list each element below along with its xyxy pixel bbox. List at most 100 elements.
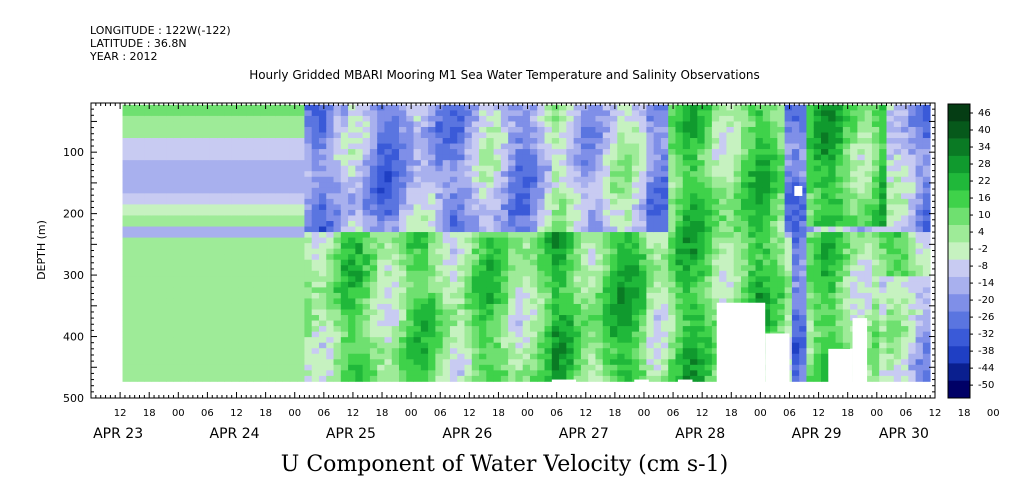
heatmap-cell (595, 375, 604, 382)
heatmap-cell (304, 320, 313, 327)
heatmap-cell (399, 243, 407, 250)
heatmap-cell (369, 215, 378, 222)
heatmap-cell (304, 276, 313, 283)
heatmap-cell (646, 154, 655, 161)
heatmap-cell (479, 331, 487, 338)
heatmap-cell (799, 342, 807, 349)
heatmap-cell (326, 303, 334, 310)
heatmap-cell (304, 215, 313, 222)
heatmap-cell (231, 193, 240, 200)
heatmap-cell (719, 292, 727, 299)
heatmap-cell (406, 292, 414, 299)
heatmap-cell (740, 243, 749, 250)
heatmap-cell (406, 165, 414, 172)
heatmap-cell (479, 298, 487, 305)
heatmap-cell (158, 182, 167, 189)
heatmap-cell (755, 292, 764, 299)
heatmap-cell (377, 215, 385, 222)
heatmap-cell (471, 154, 480, 161)
heatmap-cell (289, 375, 298, 382)
heatmap-cell (166, 320, 174, 327)
heatmap-cell (391, 359, 400, 366)
heatmap-cell (268, 375, 276, 382)
heatmap-cell (326, 315, 334, 321)
heatmap-cell (246, 348, 254, 355)
heatmap-cell (369, 204, 378, 211)
heatmap-cell (231, 226, 240, 233)
heatmap-cell (260, 303, 269, 310)
heatmap-cell (777, 276, 786, 283)
heatmap-cell (653, 226, 662, 233)
heatmap-cell (842, 126, 851, 133)
heatmap-cell (682, 254, 691, 261)
heatmap-cell (180, 237, 189, 244)
heatmap-cell (566, 270, 575, 277)
heatmap-cell (326, 110, 334, 117)
heatmap-cell (129, 237, 138, 244)
heatmap-cell (580, 110, 589, 117)
heatmap-cell (275, 165, 283, 172)
heatmap-cell (537, 110, 545, 117)
heatmap-cell (835, 149, 844, 156)
heatmap-cell (529, 331, 538, 338)
heatmap-cell (821, 270, 829, 277)
heatmap-cell (348, 149, 356, 156)
heatmap-cell (406, 298, 414, 305)
heatmap-cell (529, 364, 538, 371)
heatmap-cell (348, 303, 356, 310)
heatmap-cell (515, 243, 524, 250)
heatmap-cell (195, 259, 203, 266)
heatmap-cell (449, 221, 458, 227)
heatmap-cell (559, 265, 567, 272)
heatmap-cell (340, 215, 349, 222)
heatmap-cell (449, 232, 458, 238)
heatmap-cell (588, 154, 596, 161)
heatmap-cell (129, 370, 138, 377)
heatmap-cell (384, 182, 393, 189)
heatmap-cell (770, 309, 778, 316)
chart-title: Hourly Gridded MBARI Mooring M1 Sea Wate… (249, 68, 760, 82)
heatmap-cell (486, 370, 494, 377)
heatmap-cell (748, 160, 756, 167)
heatmap-cell (602, 298, 611, 305)
heatmap-cell (282, 315, 291, 321)
heatmap-cell (602, 331, 611, 338)
heatmap-cell (137, 138, 145, 144)
heatmap-cell (529, 226, 538, 233)
heatmap-cell (195, 309, 203, 316)
heatmap-cell (617, 104, 625, 111)
heatmap-cell (435, 165, 444, 172)
heatmap-cell (690, 143, 698, 150)
heatmap-cell (297, 204, 305, 211)
heatmap-cell (333, 138, 342, 144)
heatmap-cell (690, 370, 698, 377)
heatmap-cell (573, 281, 582, 288)
heatmap-cell (653, 132, 662, 139)
heatmap-cell (377, 298, 385, 305)
heatmap-cell (209, 193, 218, 200)
heatmap-cell (813, 243, 822, 250)
heatmap-cell (777, 320, 786, 327)
heatmap-cell (195, 143, 203, 150)
heatmap-cell (209, 126, 218, 133)
heatmap-cell (399, 132, 407, 139)
heatmap-cell (442, 143, 451, 150)
heatmap-cell (260, 315, 269, 321)
heatmap-cell (231, 221, 240, 227)
heatmap-cell (420, 187, 429, 194)
heatmap-cell (784, 287, 793, 294)
heatmap-cell (508, 270, 516, 277)
heatmap-cell (129, 243, 138, 250)
heatmap-cell (217, 281, 225, 288)
heatmap-cell (821, 209, 829, 216)
heatmap-cell (377, 115, 385, 122)
heatmap-cell (166, 115, 174, 122)
heatmap-cell (340, 270, 349, 277)
heatmap-cell (697, 232, 705, 238)
heatmap-cell (318, 115, 327, 122)
heatmap-cell (326, 221, 334, 227)
heatmap-cell (246, 115, 254, 122)
heatmap-cell (406, 265, 414, 272)
heatmap-cell (762, 165, 771, 172)
heatmap-cell (253, 182, 262, 189)
